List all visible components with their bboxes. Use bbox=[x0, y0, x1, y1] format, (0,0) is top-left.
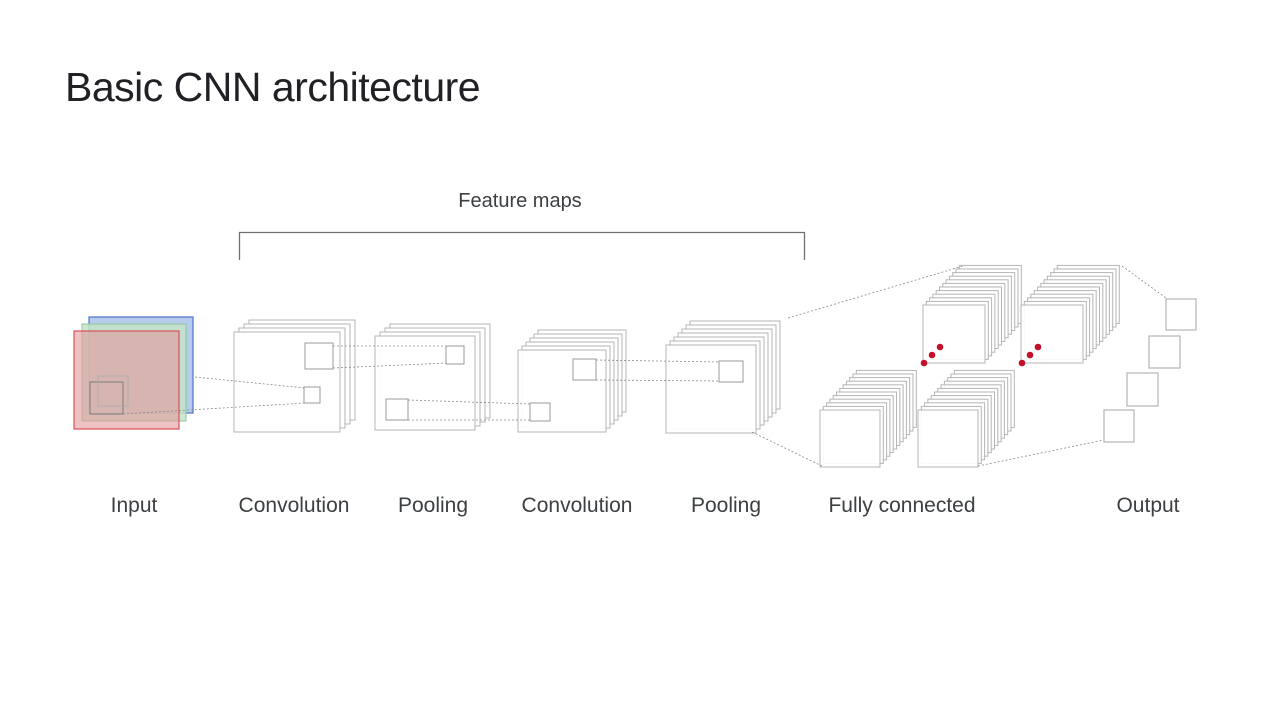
feature-maps-label: Feature maps bbox=[458, 190, 582, 212]
feature-maps-bracket bbox=[238, 231, 806, 260]
output-node bbox=[1148, 335, 1181, 369]
stage-label-convolution-2: Convolution bbox=[521, 494, 633, 517]
stage-label-convolution-1: Convolution bbox=[238, 494, 350, 517]
stage-label-pooling-2: Pooling bbox=[690, 494, 762, 517]
conv1-stack bbox=[233, 319, 356, 433]
input-receptive-field bbox=[89, 381, 124, 415]
slide-title: Basic CNN architecture bbox=[65, 64, 481, 110]
fc-block-bottom-left-layer bbox=[819, 409, 881, 468]
stage-label-input: Input bbox=[110, 494, 158, 517]
output-node bbox=[1103, 409, 1135, 443]
stage-label-pooling-1: Pooling bbox=[397, 494, 469, 517]
fc-block-bottom-right bbox=[917, 369, 1015, 468]
kernel-windows bbox=[303, 342, 744, 422]
fc-block-top-left bbox=[922, 264, 1022, 364]
stage-label-fully-connected: Fully connected bbox=[828, 494, 976, 517]
conv1-stack-layer bbox=[233, 331, 341, 433]
output-nodes bbox=[1103, 298, 1197, 443]
output-node bbox=[1165, 298, 1197, 331]
input-image bbox=[73, 316, 194, 430]
fc-block-bottom-left bbox=[819, 369, 917, 468]
fc-dots bbox=[920, 343, 1042, 367]
fc-block-bottom-right-layer bbox=[917, 409, 979, 468]
stage-label-output: Output bbox=[1116, 494, 1180, 517]
fc-block-top-right bbox=[1020, 264, 1120, 364]
kernel-connectors bbox=[122, 265, 1167, 467]
pool2-stack-layer bbox=[665, 344, 757, 434]
output-node bbox=[1126, 372, 1159, 407]
input-channel-red bbox=[73, 330, 180, 430]
